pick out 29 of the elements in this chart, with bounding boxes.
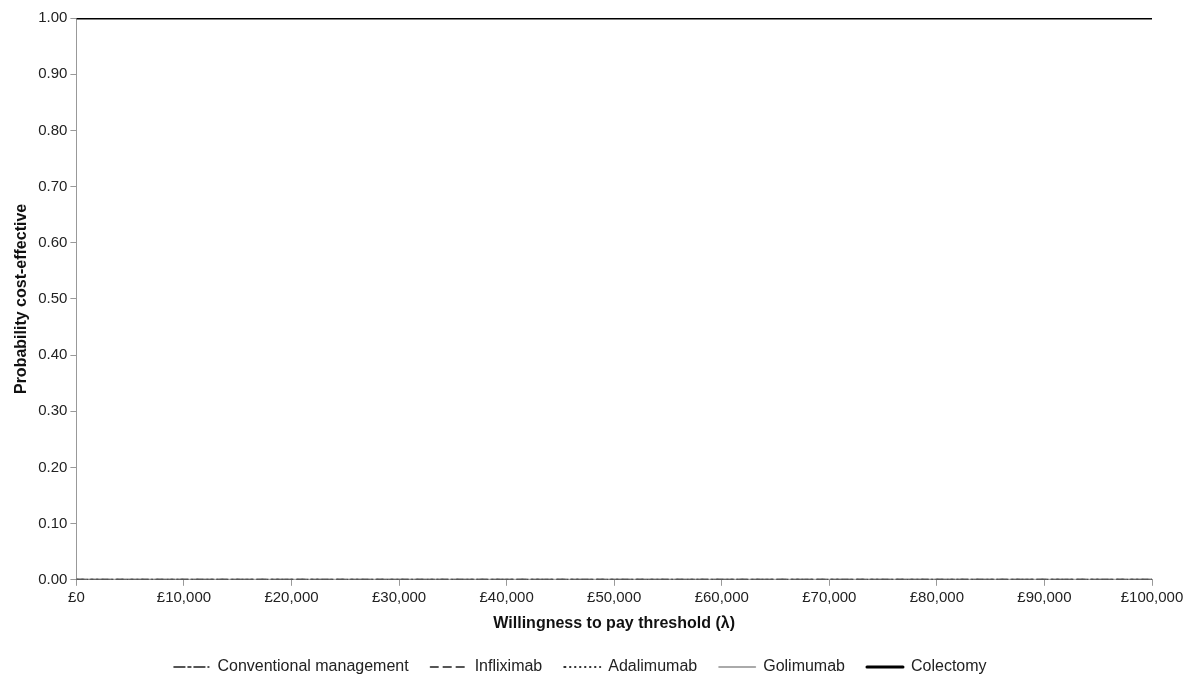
y-tick-label: 0.40 xyxy=(38,345,68,363)
x-tick-label: £50,000 xyxy=(587,587,642,605)
x-tick-label: £70,000 xyxy=(802,587,857,605)
y-tick-label: 0.50 xyxy=(38,289,68,307)
x-tick-label: £30,000 xyxy=(371,587,427,605)
y-tick-label: 0.80 xyxy=(38,120,68,138)
legend-label: Conventional management xyxy=(217,657,410,675)
legend-label: Golimumab xyxy=(763,657,846,675)
y-tick-label: 0.60 xyxy=(38,232,68,250)
x-tick-label: £10,000 xyxy=(156,587,212,605)
y-axis-title: Probability cost-effective xyxy=(12,203,30,395)
y-tick-label: 0.00 xyxy=(38,569,68,587)
y-tick-label: 1.00 xyxy=(38,8,68,26)
x-tick-label: £20,000 xyxy=(264,587,319,605)
y-tick-label: 0.30 xyxy=(38,401,68,419)
y-tick-label: 0.70 xyxy=(38,176,68,194)
x-tick-label: £0 xyxy=(68,587,85,605)
y-tick-label: 0.90 xyxy=(38,64,68,82)
legend-label: Infliximab xyxy=(474,657,543,675)
x-tick-label: £100,000 xyxy=(1120,587,1184,605)
x-tick-label: £80,000 xyxy=(909,587,964,605)
x-tick-label: £40,000 xyxy=(479,587,534,605)
x-axis-title: Willingness to pay threshold (λ) xyxy=(493,613,736,631)
y-tick-label: 0.20 xyxy=(38,457,68,475)
legend-label: Adalimumab xyxy=(608,657,698,675)
legend-label: Colectomy xyxy=(910,657,987,675)
x-tick-label: £60,000 xyxy=(694,587,749,605)
y-tick-label: 0.10 xyxy=(38,513,68,531)
x-tick-label: £90,000 xyxy=(1017,587,1072,605)
